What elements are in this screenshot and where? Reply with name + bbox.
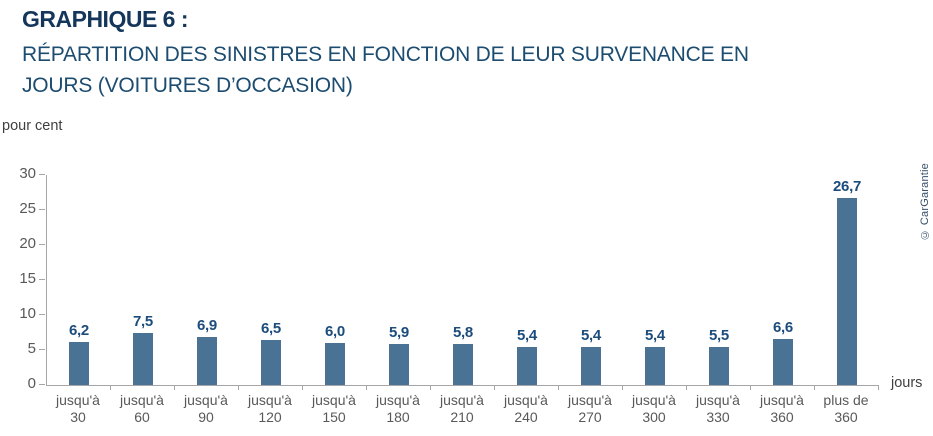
chart-title: GRAPHIQUE 6 : — [22, 6, 189, 32]
x-axis-tick — [686, 385, 687, 390]
x-axis-tick — [750, 385, 751, 390]
y-axis-tick-label: 10 — [19, 305, 36, 322]
bar-value-label: 6,6 — [773, 318, 793, 336]
x-axis-category-label: jusqu'à 30 — [56, 392, 100, 425]
bar — [69, 341, 89, 385]
x-axis-tick — [302, 385, 303, 390]
x-axis-category-label: jusqu'à 120 — [248, 392, 292, 425]
bar — [773, 338, 793, 385]
bar — [453, 344, 473, 385]
x-axis-tick — [110, 385, 111, 390]
y-axis-tick — [39, 314, 45, 315]
bar-value-label: 6,2 — [69, 321, 89, 339]
bar-value-label: 5,4 — [517, 327, 537, 345]
x-axis-category-label: jusqu'à 360 — [760, 392, 804, 425]
x-axis-category-label: jusqu'à 300 — [632, 392, 676, 425]
chart-subtitle: RÉPARTITION DES SINISTRES EN FONCTION DE… — [22, 43, 749, 97]
bar-value-label: 6,5 — [261, 319, 281, 337]
y-axis-tick — [39, 174, 45, 175]
bar — [197, 336, 217, 385]
chart-header: GRAPHIQUE 6 : RÉPARTITION DES SINISTRES … — [22, 6, 882, 101]
x-axis-tick — [174, 385, 175, 390]
x-axis-category-label: jusqu'à 330 — [696, 392, 740, 425]
y-axis-tick-label: 0 — [27, 375, 36, 392]
bar-value-label: 5,9 — [389, 323, 409, 341]
x-axis-tick — [814, 385, 815, 390]
bar — [325, 343, 345, 385]
bar-value-label: 6,9 — [197, 316, 217, 334]
x-axis-tick — [878, 385, 879, 390]
copyright-credit: © CarGarantie — [919, 163, 931, 241]
y-axis-tick-label: 30 — [19, 165, 36, 182]
bar-value-label: 7,5 — [133, 312, 153, 330]
x-axis-tick — [558, 385, 559, 390]
x-axis-tick — [366, 385, 367, 390]
bar-value-label: 6,0 — [325, 323, 345, 340]
x-axis-tick — [238, 385, 239, 390]
x-axis-tick — [622, 385, 623, 390]
x-axis-category-label: jusqu'à 270 — [568, 392, 612, 425]
x-axis-category-label: jusqu'à 90 — [184, 392, 228, 425]
x-axis-category-label: jusqu'à 180 — [376, 392, 420, 425]
y-axis-tick — [39, 209, 45, 210]
y-axis-tick — [39, 349, 45, 350]
y-axis-tick — [39, 279, 45, 280]
bar — [517, 347, 537, 385]
y-axis-tick-label: 5 — [27, 340, 36, 357]
bar — [709, 346, 729, 385]
bar-value-label: 5,8 — [453, 324, 473, 342]
y-axis-tick-label: 15 — [19, 270, 36, 287]
bar — [389, 343, 409, 385]
bar-value-label: 26,7 — [833, 178, 861, 196]
y-axis-tick — [39, 384, 45, 385]
bar — [261, 339, 281, 385]
plot-area: 0 5 10 15 20 25 30 6,2 7,5 6,9 6,5 6,0 5,9 5,8 5,4 5,4 5… — [19, 166, 879, 392]
x-axis-category-label: plus de 360 — [823, 392, 869, 425]
y-axis-tick — [39, 244, 45, 245]
x-axis-tick — [430, 385, 431, 390]
x-axis-unit-label: jours — [891, 375, 923, 391]
y-axis-tick-label: 20 — [19, 235, 36, 252]
y-axis-unit-label: pour cent — [2, 118, 63, 134]
bar — [133, 332, 153, 385]
x-axis-category-label: jusqu'à 60 — [120, 392, 164, 425]
bar — [837, 198, 857, 385]
y-axis-tick-label: 25 — [19, 200, 36, 217]
bar — [645, 347, 665, 385]
bar-value-label: 5,5 — [709, 326, 729, 344]
bar-value-label: 5,4 — [581, 327, 601, 345]
bar — [581, 347, 601, 385]
x-axis-category-label: jusqu'à 150 — [312, 392, 356, 425]
x-axis-category-labels: jusqu'à 30 jusqu'à 60 jusqu'à 90 jusqu'à 12… — [46, 392, 878, 432]
x-axis-category-label: jusqu'à 240 — [504, 392, 548, 425]
x-axis-tick — [494, 385, 495, 390]
x-axis-category-label: jusqu'à 210 — [440, 392, 484, 425]
bar-value-label: 5,4 — [645, 327, 665, 345]
